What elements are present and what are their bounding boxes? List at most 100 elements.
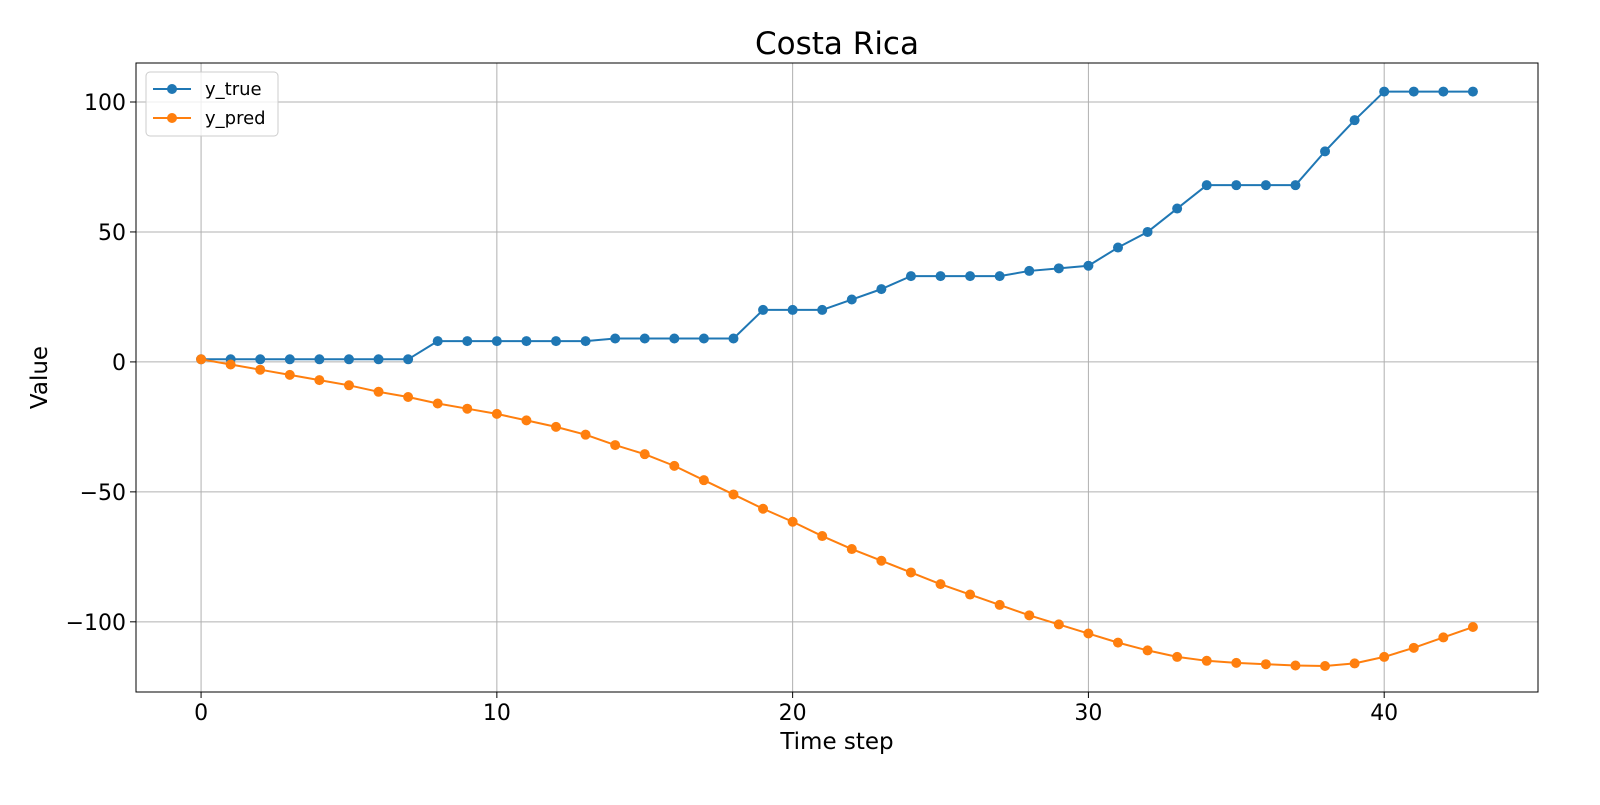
data-point	[462, 336, 473, 347]
data-point	[728, 333, 739, 344]
data-point	[846, 294, 857, 305]
data-point	[1349, 658, 1360, 669]
x-axis-label: Time step	[779, 729, 893, 755]
tick-layer: 0 10 20 30 40 100 50 0 −50 −100	[66, 91, 1399, 726]
data-point	[521, 415, 532, 426]
data-point	[698, 475, 709, 486]
data-point	[403, 391, 414, 402]
x-tick-label: 20	[779, 701, 807, 726]
data-point	[846, 544, 857, 555]
x-tick-label: 10	[483, 701, 511, 726]
data-point	[787, 304, 798, 315]
grid-layer	[136, 63, 1538, 692]
data-point	[965, 271, 976, 282]
data-point	[1408, 86, 1419, 97]
data-point	[758, 304, 769, 315]
data-point	[1260, 659, 1271, 670]
data-point	[669, 333, 680, 344]
series-line	[200, 358, 1474, 668]
x-tick-label: 0	[194, 701, 208, 726]
data-point	[491, 336, 502, 347]
x-tick-label: 30	[1074, 701, 1102, 726]
data-point	[1083, 628, 1094, 639]
data-point	[373, 354, 384, 365]
y-axis-label: Value	[27, 346, 53, 409]
data-point	[935, 271, 946, 282]
data-point	[432, 398, 443, 409]
data-point	[994, 271, 1005, 282]
data-point	[1290, 180, 1301, 191]
plot-frame	[135, 62, 1539, 693]
legend-marker	[167, 84, 177, 94]
data-point	[551, 336, 562, 347]
data-point	[1024, 610, 1035, 621]
data-point	[255, 354, 266, 365]
data-point	[196, 354, 207, 365]
data-point	[1142, 226, 1153, 237]
series-y-pred	[196, 354, 1478, 672]
data-point	[343, 380, 354, 391]
data-point	[876, 555, 887, 566]
legend-marker	[167, 113, 177, 123]
legend-item: y_pred	[153, 108, 266, 129]
data-point	[1172, 203, 1183, 214]
y-tick-label: −100	[66, 611, 126, 636]
data-point	[373, 386, 384, 397]
data-point	[1112, 242, 1123, 253]
data-point	[698, 333, 709, 344]
data-point	[255, 364, 266, 375]
series-y-true	[196, 86, 1478, 365]
data-point	[1290, 660, 1301, 671]
data-point	[876, 284, 887, 295]
data-point	[1231, 180, 1242, 191]
data-point	[551, 421, 562, 432]
data-point	[1260, 180, 1271, 191]
data-point	[580, 429, 591, 440]
data-point	[1053, 263, 1064, 274]
y-tick-label: 100	[84, 91, 126, 116]
data-point	[639, 333, 650, 344]
data-point	[403, 354, 414, 365]
series-layer	[196, 86, 1478, 672]
data-point	[521, 336, 532, 347]
data-point	[610, 440, 621, 451]
data-point	[1349, 115, 1360, 126]
data-point	[314, 375, 325, 386]
data-point	[817, 304, 828, 315]
data-point	[1201, 655, 1212, 666]
data-point	[1053, 619, 1064, 630]
data-point	[225, 359, 236, 370]
chart-title: Costa Rica	[755, 26, 919, 62]
data-point	[787, 516, 798, 527]
data-point	[580, 336, 591, 347]
y-tick-label: 50	[98, 221, 126, 246]
data-point	[314, 354, 325, 365]
data-point	[284, 369, 295, 380]
data-point	[935, 579, 946, 590]
data-point	[905, 567, 916, 578]
legend-item: y_true	[153, 79, 262, 100]
data-point	[758, 503, 769, 514]
data-point	[1379, 86, 1390, 97]
series-line	[201, 90, 1473, 361]
data-point	[639, 449, 650, 460]
data-point	[1438, 632, 1449, 643]
data-point	[1112, 637, 1123, 648]
data-point	[728, 489, 739, 500]
data-point	[432, 336, 443, 347]
data-point	[817, 531, 828, 542]
data-point	[1083, 260, 1094, 271]
data-point	[1438, 86, 1449, 97]
data-point	[1172, 651, 1183, 662]
legend-label: y_true	[205, 79, 262, 100]
data-point	[1467, 86, 1478, 97]
data-point	[1142, 645, 1153, 656]
data-point	[1320, 661, 1331, 672]
data-point	[965, 589, 976, 600]
y-tick-label: 0	[112, 351, 126, 376]
data-point	[610, 333, 621, 344]
legend-label: y_pred	[205, 108, 266, 129]
data-point	[462, 403, 473, 414]
data-point	[1379, 651, 1390, 662]
